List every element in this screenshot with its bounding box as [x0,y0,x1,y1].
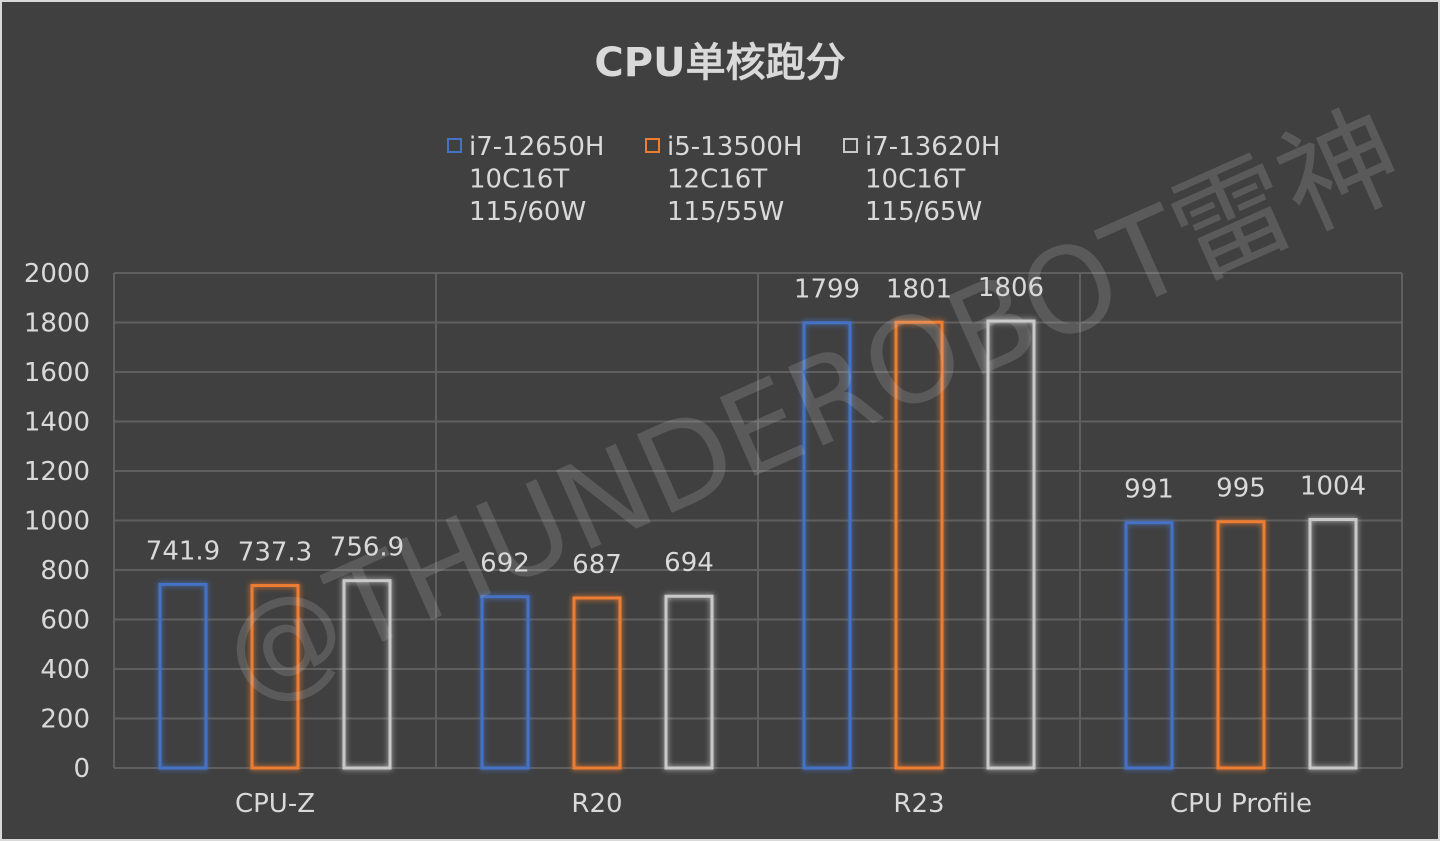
bar [664,594,714,770]
grid [113,272,1403,769]
watermark: @THUNDEROBOT雷神 [202,83,1422,727]
y-tick-label: 1200 [24,457,90,487]
data-label: 737.3 [238,538,312,568]
x-category-label: CPU-Z [235,789,315,819]
y-tick-label: 2000 [24,259,90,289]
y-tick-label: 1000 [24,507,90,537]
y-tick-label: 800 [40,556,90,586]
legend-label: 12C16T [667,165,767,195]
bar [1124,521,1174,770]
data-label: 1806 [978,273,1044,303]
data-label: 694 [664,548,714,578]
x-category-label: R20 [571,789,622,819]
bar [802,321,852,770]
chart-title: CPU单核跑分 [594,40,845,86]
legend-label: i5-13500H [667,132,802,162]
legend: i7-12650H10C16T115/60Wi5-13500H12C16T115… [447,132,1000,227]
legend-label: i7-13620H [865,132,1000,162]
y-tick-label: 0 [73,754,90,784]
legend-swatch [843,138,858,153]
x-category-label: CPU Profile [1170,789,1312,819]
y-tick-label: 200 [40,705,90,735]
y-tick-label: 600 [40,606,90,636]
data-label: 1799 [794,275,860,305]
data-label: 1801 [886,274,952,304]
bar [158,582,208,770]
bar [894,320,944,770]
legend-label: 115/60W [469,197,586,227]
bars [158,319,1358,770]
bar [1308,518,1358,770]
legend-swatch [645,138,660,153]
y-tick-label: 1600 [24,358,90,388]
legend-label: 115/65W [865,197,982,227]
data-label: 991 [1124,475,1174,505]
data-label: 756.9 [330,533,404,563]
data-labels: 741.9 692 1799 991 737.3 687 1801 995 756.9 694 18… [146,273,1366,580]
bar [250,584,300,770]
y-tick-label: 400 [40,655,90,685]
y-tick-label: 1400 [24,408,90,438]
bar [480,595,530,770]
legend-label: 10C16T [469,165,569,195]
legend-swatch [447,138,462,153]
data-label: 741.9 [146,536,220,566]
data-label: 692 [480,549,530,579]
x-category-label: R23 [893,789,944,819]
axes: 0 200 400 600 800 1000 1200 1400 1600 1800 2000 CPU… [24,259,1312,819]
data-label: 1004 [1300,472,1366,502]
bar [1216,520,1266,770]
bar [572,596,622,770]
legend-label: i7-12650H [469,132,604,162]
data-label: 995 [1216,474,1266,504]
y-tick-label: 1800 [24,309,90,339]
legend-label: 10C16T [865,165,965,195]
legend-label: 115/55W [667,197,784,227]
data-label: 687 [572,550,622,580]
bar [342,579,392,770]
bar [986,319,1036,770]
